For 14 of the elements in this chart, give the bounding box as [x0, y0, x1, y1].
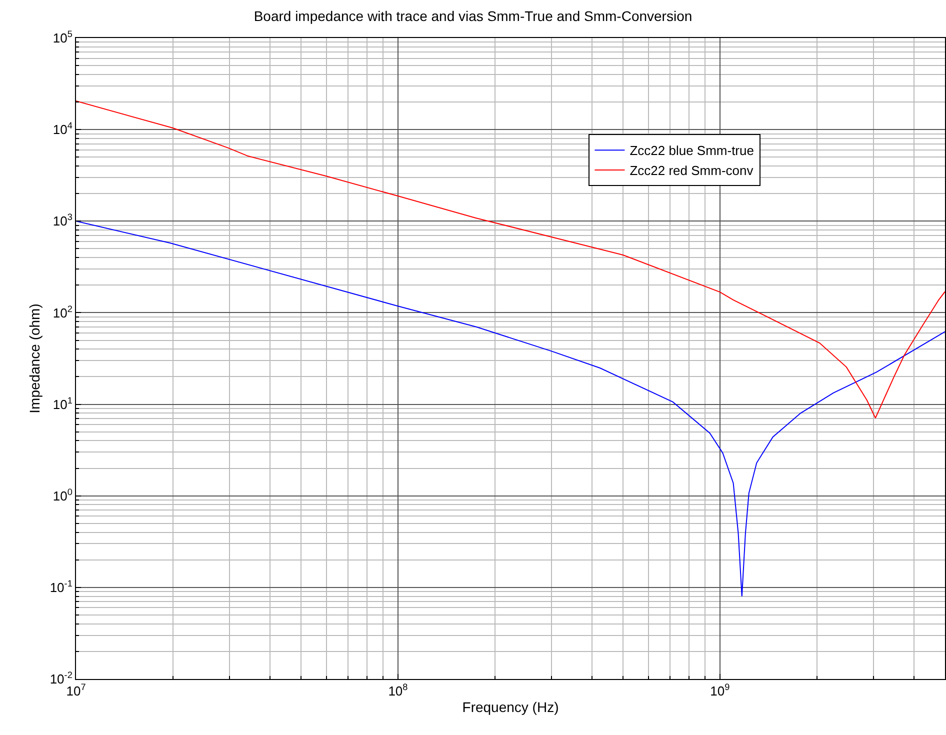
- y-tick-label: 10$^{1}$: [52, 395, 72, 412]
- y-tick-label: 10$^{3}$: [52, 212, 72, 229]
- x-axis-title: Frequency (Hz): [462, 698, 559, 715]
- y-tick-label: 10$^{4}$: [52, 120, 72, 138]
- legend-label: Zcc22 blue Smm-true: [630, 143, 754, 158]
- y-tick-label: 10$^{0}$: [52, 486, 72, 504]
- chart-title: Board impedance with trace and vias Smm-True and Smm-Conversion: [254, 8, 692, 24]
- y-tick-label: 10$^{5}$: [52, 29, 72, 46]
- legend-label: Zcc22 red Smm-conv: [630, 163, 754, 178]
- x-tick-label: 10$^{8}$: [388, 682, 408, 699]
- x-tick-label: 10$^{9}$: [710, 682, 730, 699]
- y-axis-title: Impedance (ohm): [26, 304, 42, 414]
- y-tick-label: 10$^{2}$: [52, 304, 72, 320]
- y-tick-label: 10$^{-1}$: [50, 578, 72, 595]
